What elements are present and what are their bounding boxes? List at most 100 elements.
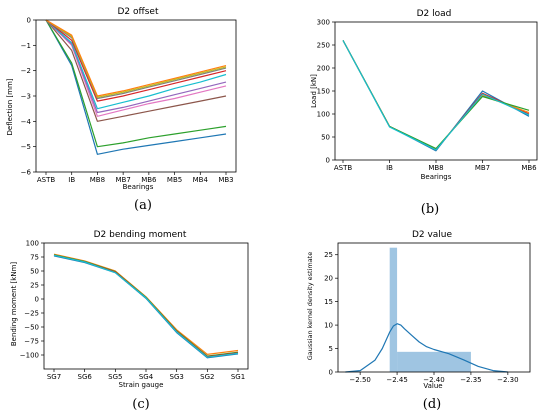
series-line-4 [53, 255, 239, 359]
series-line-7 [45, 19, 227, 102]
x-tick-label: MB8 [428, 164, 443, 172]
series-line-3 [53, 254, 239, 358]
y-tick-label: −4 [21, 118, 32, 126]
y-tick-label: 0 [326, 157, 330, 165]
chart-bending-moment: D2 bending moment Bending moment [kNm] S… [10, 230, 249, 412]
series-line-10 [45, 19, 227, 97]
series-line-9 [45, 19, 227, 98]
y-tick-label: −3 [21, 93, 31, 101]
y-tick-label: −6 [21, 169, 32, 177]
y-tick-label: 300 [317, 19, 330, 27]
x-tick-label: MB8 [90, 176, 105, 184]
y-tick-label: 0 [27, 17, 31, 25]
y-tick-label: 0 [329, 369, 333, 377]
y-tick-label: 25 [324, 251, 333, 259]
y-tick-label: 15 [324, 298, 333, 306]
histogram-bar-2 [397, 351, 471, 372]
y-tick-label: 100 [317, 111, 330, 119]
x-axis-label: Strain gauge [119, 381, 164, 389]
series-line-2 [342, 40, 530, 151]
y-axis-label: Deflection [mm] [6, 78, 14, 135]
chart-title: D2 value [412, 230, 453, 240]
plot-frame [334, 21, 538, 161]
chart-load: D2 load Load [kN] Bearings (b) 0 50 100 150… [310, 9, 538, 217]
y-tick-label: 50 [321, 134, 330, 142]
x-tick-label: SG2 [200, 373, 214, 381]
y-tick-label: −5 [21, 143, 31, 151]
plot-frame [43, 242, 249, 370]
series-line-3 [45, 19, 227, 122]
x-tick-label: −2.50 [349, 376, 370, 384]
x-tick-label: IB [386, 164, 393, 172]
plot-frame [337, 242, 531, 373]
y-tick-label: 150 [317, 88, 330, 96]
x-axis-label: Bearings [123, 183, 154, 191]
x-tick-label: SG3 [170, 373, 184, 381]
histogram-bar-1 [389, 247, 398, 372]
x-tick-label: MB5 [167, 176, 182, 184]
series-line-6 [45, 19, 227, 110]
series-line-5 [53, 254, 239, 358]
series-line-4 [342, 40, 530, 150]
chart-title: D2 offset [118, 7, 159, 17]
y-axis-label: Bending moment [kNm] [10, 262, 18, 347]
y-tick-label: 20 [324, 275, 333, 283]
plot-frame [35, 19, 237, 173]
y-tick-label: 25 [30, 282, 39, 290]
y-tick-label: −25 [24, 310, 39, 318]
series-line-5 [45, 19, 227, 114]
x-tick-label: SG4 [139, 373, 154, 381]
series-line-2 [45, 19, 227, 148]
panel-caption: (c) [132, 397, 149, 412]
x-tick-label: SG7 [47, 373, 61, 381]
x-tick-label: −2.35 [460, 376, 481, 384]
y-tick-label: 50 [30, 268, 39, 276]
chart-offset: D2 offset Deflection [mm] Bearings (a) 0… [6, 7, 237, 213]
x-axis-label: Value [423, 382, 442, 390]
x-tick-label: SG1 [231, 373, 245, 381]
chart-value-density: D2 value Gaussian kernel density estimat… [306, 230, 531, 412]
y-tick-label: 5 [329, 345, 333, 353]
x-tick-label: MB6 [521, 164, 537, 172]
x-tick-label: −2.30 [497, 376, 518, 384]
y-tick-label: −1 [21, 42, 31, 50]
series-line-5 [342, 40, 530, 151]
x-tick-label: SG6 [78, 373, 93, 381]
x-tick-label: MB7 [475, 164, 490, 172]
x-tick-label: MB3 [218, 176, 233, 184]
series-line-1 [342, 40, 530, 152]
series-line-8 [45, 19, 227, 100]
y-tick-label: −2 [21, 67, 31, 75]
y-tick-label: 75 [30, 254, 39, 262]
x-tick-label: IB [68, 176, 75, 184]
series-line-2 [53, 254, 239, 357]
chart-title: D2 bending moment [94, 230, 187, 240]
y-axis-label: Gaussian kernel density estimate [306, 252, 314, 360]
x-tick-label: −2.45 [386, 376, 407, 384]
y-tick-label: −75 [24, 338, 39, 346]
y-axis-label: Load [kN] [310, 74, 318, 108]
y-tick-label: 10 [324, 322, 333, 330]
x-axis-label: Bearings [421, 173, 452, 181]
y-tick-label: −100 [20, 352, 39, 360]
panel-caption: (b) [421, 202, 439, 217]
x-tick-label: MB6 [141, 176, 157, 184]
x-tick-label: MB7 [115, 176, 130, 184]
x-tick-label: ASTB [37, 176, 56, 184]
series-line-1 [45, 19, 227, 155]
series-line-3 [342, 40, 530, 150]
x-tick-label: ASTB [334, 164, 353, 172]
panel-caption: (a) [134, 198, 152, 213]
y-tick-label: 200 [317, 65, 330, 73]
y-tick-label: 250 [317, 42, 330, 50]
panel-caption: (d) [423, 397, 441, 412]
x-tick-label: MB4 [193, 176, 209, 184]
y-tick-label: 0 [35, 296, 39, 304]
series-line-1 [53, 253, 239, 355]
chart-title: D2 load [417, 9, 452, 19]
x-tick-label: SG5 [108, 373, 122, 381]
y-tick-label: 100 [26, 240, 39, 248]
x-tick-label: −2.40 [423, 376, 444, 384]
y-tick-label: −50 [24, 324, 39, 332]
